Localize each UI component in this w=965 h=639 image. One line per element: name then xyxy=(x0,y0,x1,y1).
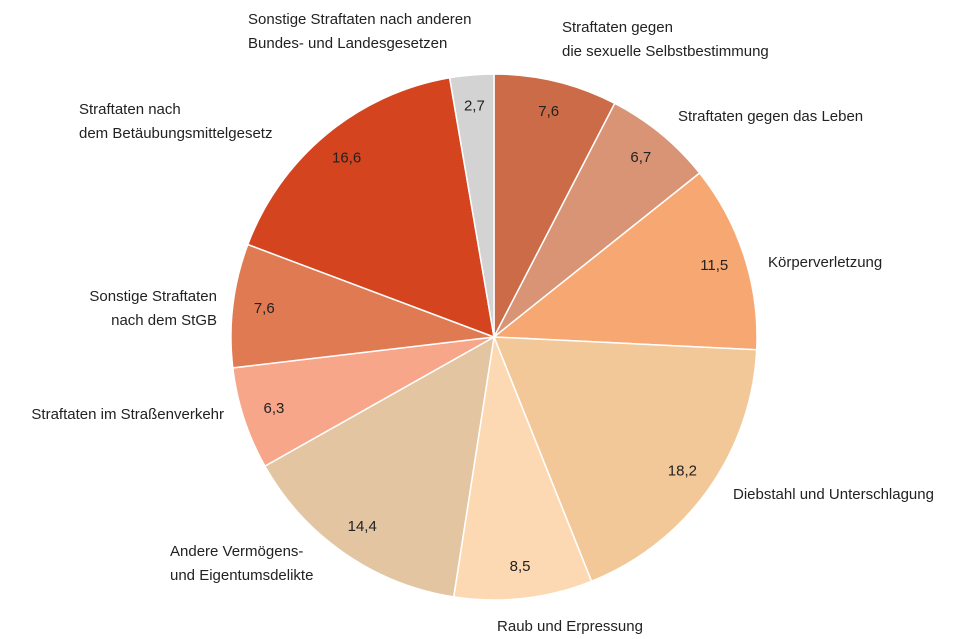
pie-slice xyxy=(493,73,616,338)
value-label: 16,6 xyxy=(332,150,361,167)
value-label: 11,5 xyxy=(700,257,728,274)
value-label: 6,7 xyxy=(630,149,651,166)
pie-slice xyxy=(263,335,495,598)
value-label: 6,3 xyxy=(264,400,285,417)
value-label: 7,6 xyxy=(254,300,275,317)
category-label: Straftaten nach dem Betäubungsmittelgeset… xyxy=(79,101,272,142)
category-label: Raub und Erpressung xyxy=(497,618,643,635)
value-label: 18,2 xyxy=(668,462,697,479)
pie-slice xyxy=(492,336,758,583)
pie-slice xyxy=(448,73,495,338)
pie-slice xyxy=(230,243,495,369)
category-label: Sonstige Straftaten nach dem StGB xyxy=(89,288,217,329)
pie-slice xyxy=(491,171,758,351)
category-label: Körperverletzung xyxy=(768,254,882,271)
pie-slice xyxy=(452,334,593,601)
value-label: 2,7 xyxy=(464,97,485,114)
category-label: Sonstige Straftaten nach anderen Bundes- … xyxy=(248,11,472,52)
category-label: Straftaten gegen die sexuelle Selbstbesti… xyxy=(562,19,769,60)
category-label: Diebstahl und Unterschlagung xyxy=(733,486,934,503)
category-label: Andere Vermögens-und Eigentumsdelikte xyxy=(170,543,313,584)
pie-slice xyxy=(493,102,701,338)
pie-slice xyxy=(246,76,495,339)
value-label: 14,4 xyxy=(348,518,377,535)
category-label: Straftaten im Straßenverkehr xyxy=(31,406,224,423)
category-label: Straftaten gegen das Leben xyxy=(678,108,863,125)
value-label: 7,6 xyxy=(538,103,559,120)
value-label: 8,5 xyxy=(510,558,531,575)
